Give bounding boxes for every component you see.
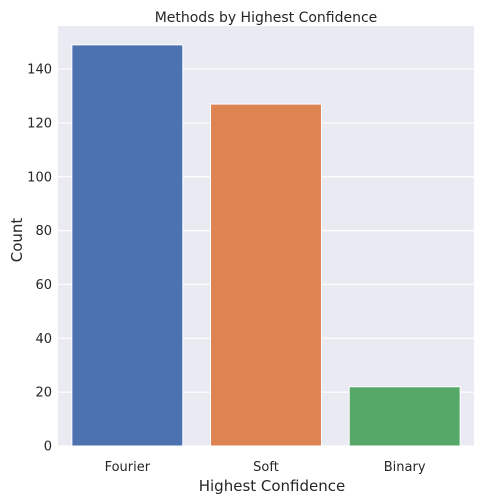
y-tick-label: 40 bbox=[35, 332, 52, 347]
bar-binary bbox=[348, 386, 461, 447]
bars bbox=[71, 44, 461, 447]
y-tick-label: 100 bbox=[27, 170, 52, 185]
x-tick-label-binary: Binary bbox=[384, 460, 426, 475]
y-tick-label: 20 bbox=[35, 386, 52, 401]
bar-soft bbox=[210, 103, 322, 447]
y-tick-label: 80 bbox=[35, 224, 52, 239]
y-axis-ticks: 0 20 40 60 80 100 120 140 bbox=[27, 63, 52, 455]
y-tick-label: 60 bbox=[35, 278, 52, 293]
y-tick-label: 0 bbox=[44, 440, 52, 455]
y-tick-label: 120 bbox=[27, 116, 52, 131]
x-tick-label-fourier: Fourier bbox=[105, 460, 151, 475]
chart-title: Methods by Highest Confidence bbox=[155, 10, 378, 26]
x-axis-label: Highest Confidence bbox=[199, 477, 346, 495]
x-axis-ticks: Fourier Soft Binary bbox=[105, 460, 426, 475]
x-tick-label-soft: Soft bbox=[253, 460, 279, 475]
y-axis-label: Count bbox=[8, 218, 26, 263]
bar-fourier bbox=[71, 44, 184, 447]
y-tick-label: 140 bbox=[27, 63, 52, 78]
